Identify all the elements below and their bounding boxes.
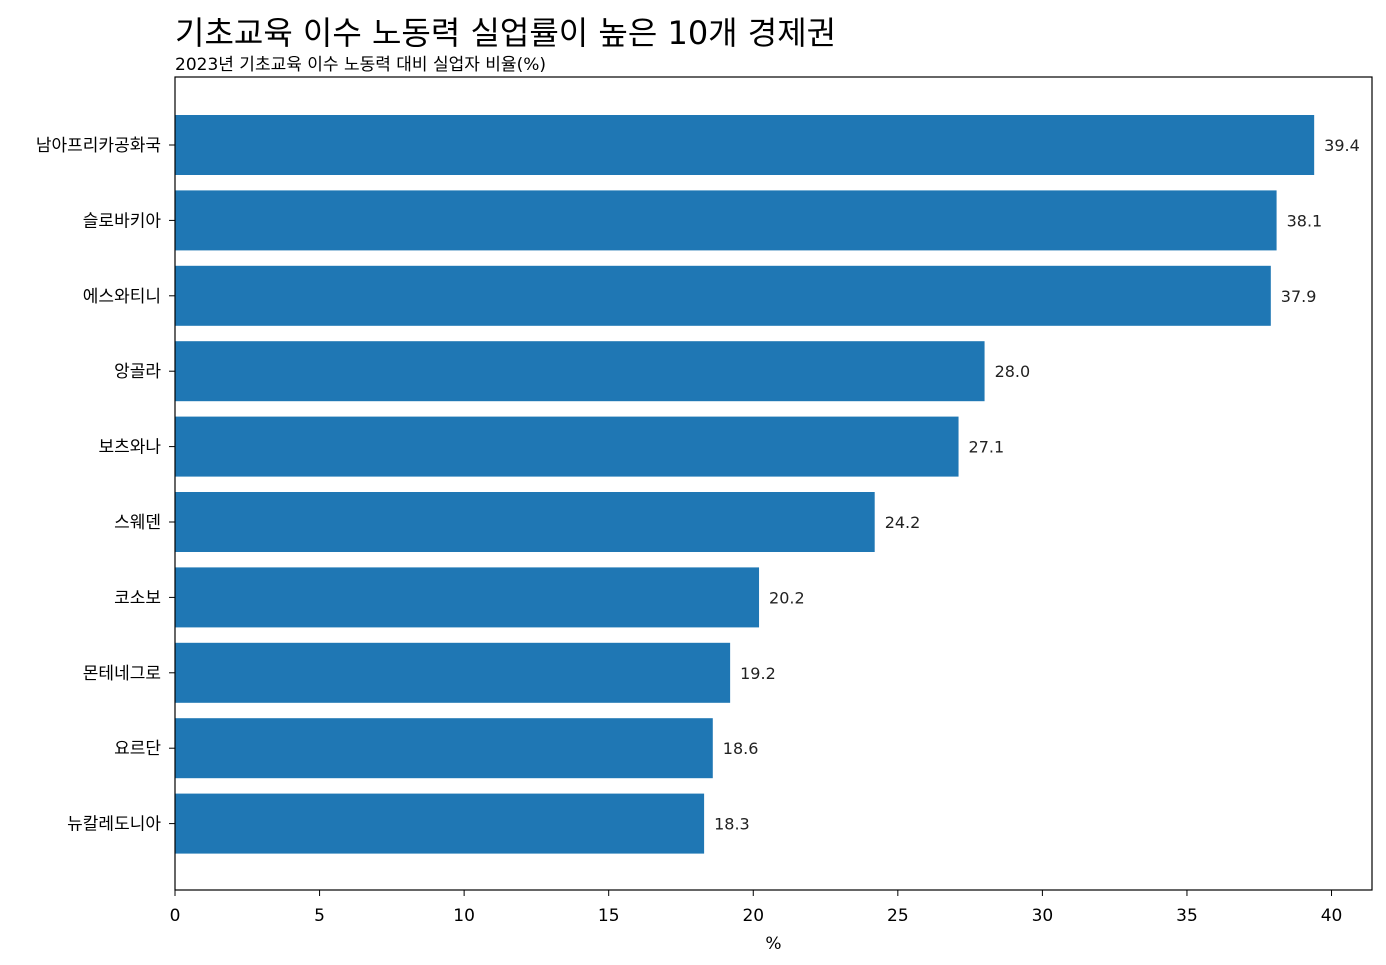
data-label: 38.1 bbox=[1287, 211, 1323, 230]
x-tick-label: 35 bbox=[1176, 906, 1198, 926]
data-label: 37.9 bbox=[1281, 287, 1317, 306]
category-label: 요르단 bbox=[114, 739, 161, 759]
category-label: 남아프리카공화국 bbox=[36, 136, 161, 156]
category-label: 슬로바키아 bbox=[83, 211, 162, 231]
category-label: 뉴칼레도니아 bbox=[67, 815, 161, 835]
x-tick-label: 30 bbox=[1032, 906, 1054, 926]
data-label: 27.1 bbox=[969, 438, 1005, 457]
x-tick-label: 20 bbox=[742, 906, 764, 926]
x-axis-ticks: 0 5 10 15 20 25 30 35 40 bbox=[170, 890, 1343, 926]
x-tick-label: 15 bbox=[598, 906, 620, 926]
data-label: 28.0 bbox=[995, 362, 1031, 381]
data-label: 18.3 bbox=[714, 815, 750, 834]
chart-subtitle: 2023년 기초교육 이수 노동력 대비 실업자 비율(%) bbox=[175, 55, 546, 75]
data-label: 20.2 bbox=[769, 588, 805, 607]
bar bbox=[175, 793, 705, 854]
data-label: 39.4 bbox=[1324, 136, 1360, 155]
bar bbox=[175, 718, 713, 779]
bar bbox=[175, 115, 1315, 175]
x-tick-label: 5 bbox=[314, 906, 325, 926]
x-tick-label: 0 bbox=[170, 906, 181, 926]
category-label: 코소보 bbox=[114, 588, 161, 608]
bar bbox=[175, 492, 875, 552]
x-tick-label: 40 bbox=[1321, 906, 1343, 926]
x-tick-label: 10 bbox=[453, 906, 475, 926]
category-label: 앙골라 bbox=[114, 362, 161, 382]
category-label: 보츠와나 bbox=[98, 438, 161, 458]
bars bbox=[175, 115, 1315, 854]
x-axis-label: % bbox=[765, 934, 781, 954]
bar bbox=[175, 265, 1271, 326]
data-label: 18.6 bbox=[723, 739, 759, 758]
category-label: 에스와티니 bbox=[83, 287, 161, 307]
data-label: 19.2 bbox=[740, 664, 776, 683]
x-tick-label: 25 bbox=[887, 906, 909, 926]
category-label: 스웨덴 bbox=[114, 513, 161, 533]
data-label: 24.2 bbox=[885, 513, 921, 532]
plot-frame bbox=[174, 76, 1373, 891]
data-labels: 39.4 38.1 37.9 28.0 27.1 24.2 20.2 19.2 18.6 18.3 bbox=[714, 136, 1360, 834]
bar bbox=[175, 642, 731, 703]
bar bbox=[175, 190, 1277, 251]
bar bbox=[175, 416, 959, 477]
bar bbox=[175, 341, 985, 402]
category-label: 몬테네그로 bbox=[83, 664, 161, 684]
category-labels: 남아프리카공화국슬로바키아에스와티니앙골라보츠와나스웨덴코소보몬테네그로요르단뉴… bbox=[36, 136, 175, 835]
chart-title: 기초교육 이수 노동력 실업률이 높은 10개 경제권 bbox=[175, 14, 837, 52]
bar bbox=[175, 567, 760, 628]
